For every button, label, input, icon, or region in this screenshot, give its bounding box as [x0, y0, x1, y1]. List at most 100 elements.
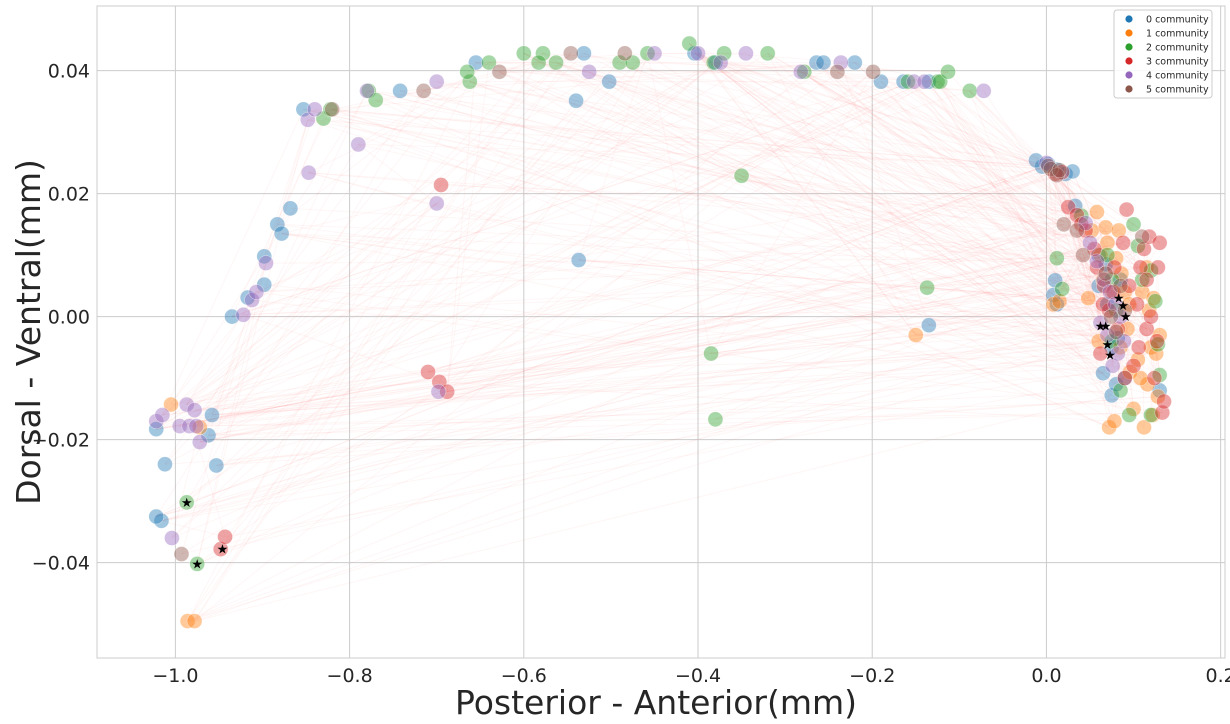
connection-line	[181, 81, 930, 555]
connection-line	[161, 365, 1134, 522]
connection-line	[211, 359, 1138, 416]
connection-line	[330, 108, 1043, 168]
connection-line	[499, 71, 984, 92]
data-point	[617, 45, 633, 62]
connection-line	[155, 62, 856, 517]
connection-line	[170, 90, 370, 405]
connection-line	[303, 108, 1106, 228]
connection-line	[281, 233, 1099, 342]
data-point	[1102, 284, 1118, 300]
connection-line	[303, 108, 1105, 281]
connection-line	[609, 81, 1084, 256]
y-tick-label: −0.02	[32, 430, 90, 452]
data-point	[1138, 271, 1155, 288]
connection-line	[555, 62, 1116, 305]
connection-line	[187, 53, 544, 622]
data-point	[282, 200, 299, 217]
connection-line	[1059, 170, 1078, 216]
connection-line	[1154, 267, 1159, 302]
connection-line	[446, 62, 490, 392]
connection-line	[1053, 294, 1147, 330]
connection-line	[632, 62, 949, 73]
data-point	[1073, 207, 1090, 224]
connection-line	[399, 90, 1121, 348]
connection-line	[323, 118, 1092, 232]
data-point	[1060, 199, 1077, 215]
connection-line	[307, 119, 1057, 171]
connection-line	[423, 90, 1143, 293]
connection-line	[767, 52, 1065, 225]
data-point	[491, 64, 508, 80]
data-point	[179, 613, 196, 629]
data-point	[481, 54, 497, 71]
x-tick-label: −0.8	[327, 665, 373, 687]
data-point	[186, 402, 203, 418]
connection-line	[186, 173, 1066, 406]
connection-line	[194, 62, 540, 622]
data-point	[188, 418, 205, 434]
connection-line	[438, 223, 1082, 393]
connection-line	[194, 53, 572, 622]
connection-line	[872, 71, 1139, 247]
connection-line	[928, 81, 1089, 299]
data-point	[611, 54, 628, 71]
connection-line	[179, 242, 1124, 427]
data-point	[1092, 314, 1109, 331]
connection-line	[208, 291, 1143, 436]
connection-line	[446, 62, 477, 392]
connection-line	[523, 52, 1159, 398]
data-point	[1150, 388, 1166, 405]
connection-line	[697, 53, 917, 336]
data-point	[1082, 235, 1098, 251]
data-point	[157, 456, 173, 473]
connection-line	[715, 62, 941, 83]
connection-line	[542, 52, 1139, 247]
connection-line	[1082, 254, 1117, 385]
connection-line	[194, 365, 1134, 411]
star-marker: ★	[1095, 319, 1107, 334]
connection-line	[281, 233, 1158, 345]
data-point	[568, 92, 584, 109]
connection-line	[538, 62, 590, 73]
connection-line	[446, 62, 817, 393]
connection-line	[194, 394, 1112, 622]
data-point	[1121, 278, 1137, 294]
connection-line	[281, 233, 1147, 268]
connection-line	[307, 119, 1160, 391]
star-marker: ★	[217, 543, 229, 558]
connection-line	[162, 334, 916, 416]
data-point	[1112, 382, 1129, 399]
x-tick-labels: −1.0 −0.8 −0.6 −0.4 −0.2 0.0 0.2	[152, 665, 1230, 687]
connection-line	[689, 43, 1082, 217]
star-markers: ★★★★★★★★★★	[181, 292, 1132, 573]
connection-line	[186, 205, 1076, 503]
data-point	[428, 195, 445, 212]
data-point	[415, 83, 432, 99]
data-point	[269, 216, 286, 233]
connection-line	[1054, 173, 1158, 342]
data-point	[1107, 296, 1124, 313]
data-point	[1117, 302, 1133, 319]
connection-line	[436, 81, 1143, 293]
connection-line	[1105, 248, 1145, 265]
legend-label: 0 community	[1146, 15, 1209, 26]
connection-line	[1054, 280, 1063, 290]
connection-line	[800, 71, 1121, 287]
connection-line	[220, 184, 442, 550]
data-point	[244, 292, 260, 308]
connection-line	[164, 396, 1158, 465]
data-point	[173, 546, 190, 562]
connection-line	[330, 108, 1134, 367]
connection-line	[171, 427, 201, 539]
connection-line	[155, 52, 572, 422]
connection-line	[915, 309, 1110, 336]
connection-line	[488, 62, 1063, 290]
connection-line	[368, 90, 1063, 173]
connection-line	[880, 81, 970, 92]
connection-line	[196, 71, 874, 565]
connection-line	[161, 223, 1065, 522]
connection-line	[216, 337, 1118, 466]
data-point	[1143, 308, 1159, 325]
data-point	[975, 83, 992, 99]
connection-line	[816, 62, 1152, 318]
